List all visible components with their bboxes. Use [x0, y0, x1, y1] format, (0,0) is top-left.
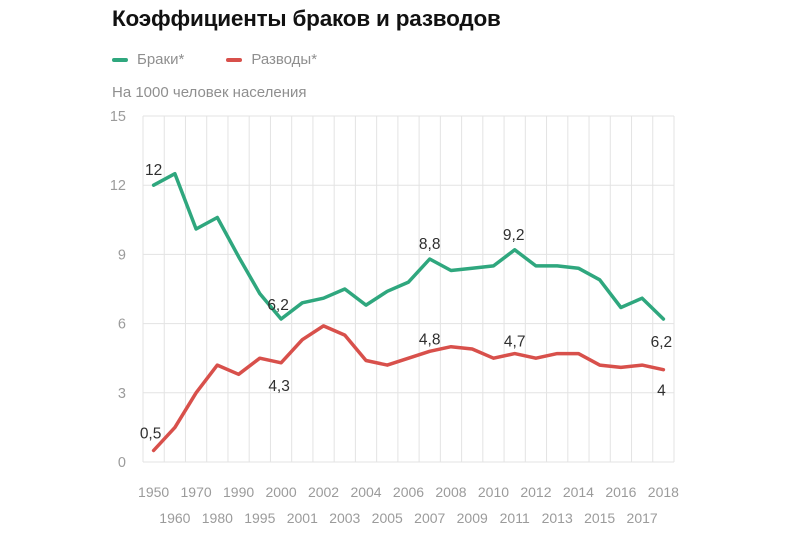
- y-axis-tick-label: 0: [118, 455, 126, 471]
- data-point-label: 6,2: [267, 297, 289, 314]
- x-axis-tick-label: 2001: [287, 510, 318, 526]
- x-axis-tick-label: 2015: [584, 510, 615, 526]
- x-axis-tick-label: 2003: [329, 510, 360, 526]
- data-point-label: 9,2: [503, 227, 525, 244]
- x-axis-tick-label: 2000: [265, 484, 296, 500]
- x-axis-tick-label: 2006: [393, 484, 424, 500]
- data-point-label: 4,3: [268, 378, 290, 395]
- x-axis-tick-label: 1980: [202, 510, 233, 526]
- chart-title: Коэффициенты браков и разводов: [112, 6, 501, 31]
- data-point-label: 0,5: [140, 426, 162, 443]
- x-axis-tick-label: 2009: [457, 510, 488, 526]
- x-axis-tick-label: 1995: [244, 510, 275, 526]
- chart-legend: Браки* Разводы*: [112, 51, 317, 68]
- legend-item-marriages: Браки*: [112, 51, 184, 68]
- y-axis-tick-label: 15: [110, 109, 126, 125]
- chart-subtitle: На 1000 человек населения: [112, 84, 307, 101]
- x-axis-tick-label: 1950: [138, 484, 169, 500]
- y-axis-tick-label: 9: [118, 247, 126, 263]
- data-point-label: 12: [145, 162, 162, 179]
- legend-label-divorces: Разводы*: [251, 51, 318, 68]
- data-point-label: 4,8: [419, 331, 441, 348]
- divorces-line: [151, 324, 666, 453]
- x-axis-tick-label: 2016: [605, 484, 636, 500]
- data-point-label: 4,7: [504, 334, 526, 351]
- x-axis-tick-label: 2010: [478, 484, 509, 500]
- x-axis-tick-label: 1960: [159, 510, 190, 526]
- divorces-legend-dash-icon: [226, 57, 243, 62]
- y-axis-tick-label: 3: [118, 386, 126, 402]
- x-axis-tick-label: 2008: [435, 484, 466, 500]
- data-point-label: 8,8: [419, 236, 441, 253]
- data-point-label: 4: [657, 383, 666, 400]
- x-axis-tick-label: 1990: [223, 484, 254, 500]
- legend-item-divorces: Разводы*: [226, 51, 317, 68]
- y-axis-tick-label: 12: [110, 178, 126, 194]
- x-axis-tick-label: 2002: [308, 484, 339, 500]
- marriages-legend-dash-icon: [112, 57, 128, 62]
- legend-label-marriages: Браки*: [137, 51, 185, 68]
- x-axis-tick-label: 2017: [627, 510, 658, 526]
- x-axis-tick-label: 1970: [181, 484, 212, 500]
- x-axis-tick-label: 2011: [500, 510, 530, 526]
- marriages-line: [151, 171, 666, 321]
- x-axis-tick-label: 2004: [350, 484, 381, 500]
- x-axis-tick-label: 2012: [520, 484, 551, 500]
- x-axis-tick-label: 2007: [414, 510, 445, 526]
- x-axis-tick-label: 2005: [372, 510, 403, 526]
- data-point-label: 6,2: [651, 334, 673, 351]
- x-axis-tick-label: 2013: [542, 510, 573, 526]
- y-axis-tick-label: 6: [118, 317, 126, 333]
- x-axis-tick-label: 2014: [563, 484, 594, 500]
- x-axis-tick-label: 2018: [648, 484, 679, 500]
